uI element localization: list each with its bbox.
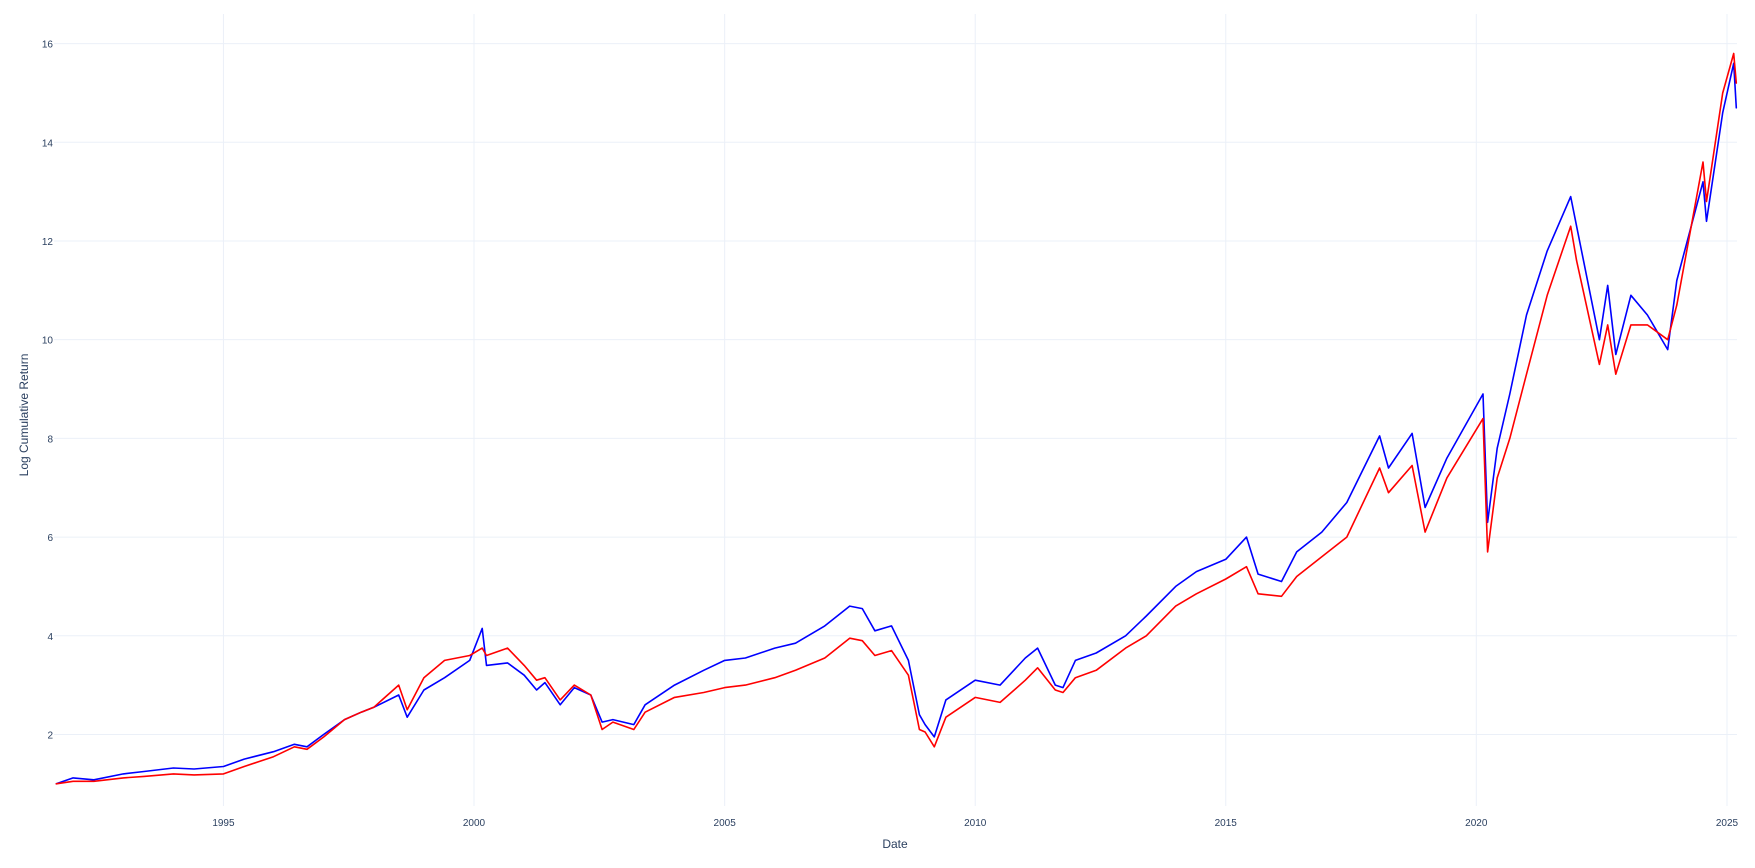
series-line-1 [55, 62, 1738, 785]
x-tick-label: 2020 [1465, 818, 1488, 829]
x-axis-title: Date [882, 837, 908, 851]
y-tick-label: 8 [47, 434, 53, 445]
x-tick-label: 2025 [1716, 818, 1739, 829]
grid-layer [54, 14, 1737, 806]
y-tick-label: 4 [47, 632, 53, 643]
series-layer [55, 52, 1738, 785]
x-tick-label: 2005 [714, 818, 737, 829]
x-tick-label: 2000 [463, 818, 486, 829]
y-tick-label: 14 [42, 138, 54, 149]
series-line-2 [55, 52, 1738, 785]
tick-layer: 1995 2000 2005 2010 2015 2020 2025 2 4 6 8 10 12 14 16 [42, 40, 1739, 829]
x-tick-label: 2015 [1215, 818, 1238, 829]
x-tick-label: 2010 [964, 818, 987, 829]
x-tick-label: 1995 [212, 818, 235, 829]
y-tick-label: 2 [47, 730, 53, 741]
y-tick-label: 12 [42, 237, 54, 248]
y-tick-label: 16 [42, 40, 54, 51]
y-tick-label: 10 [42, 336, 54, 347]
y-axis-title: Log Cumulative Return [17, 354, 31, 477]
y-tick-label: 6 [47, 533, 53, 544]
